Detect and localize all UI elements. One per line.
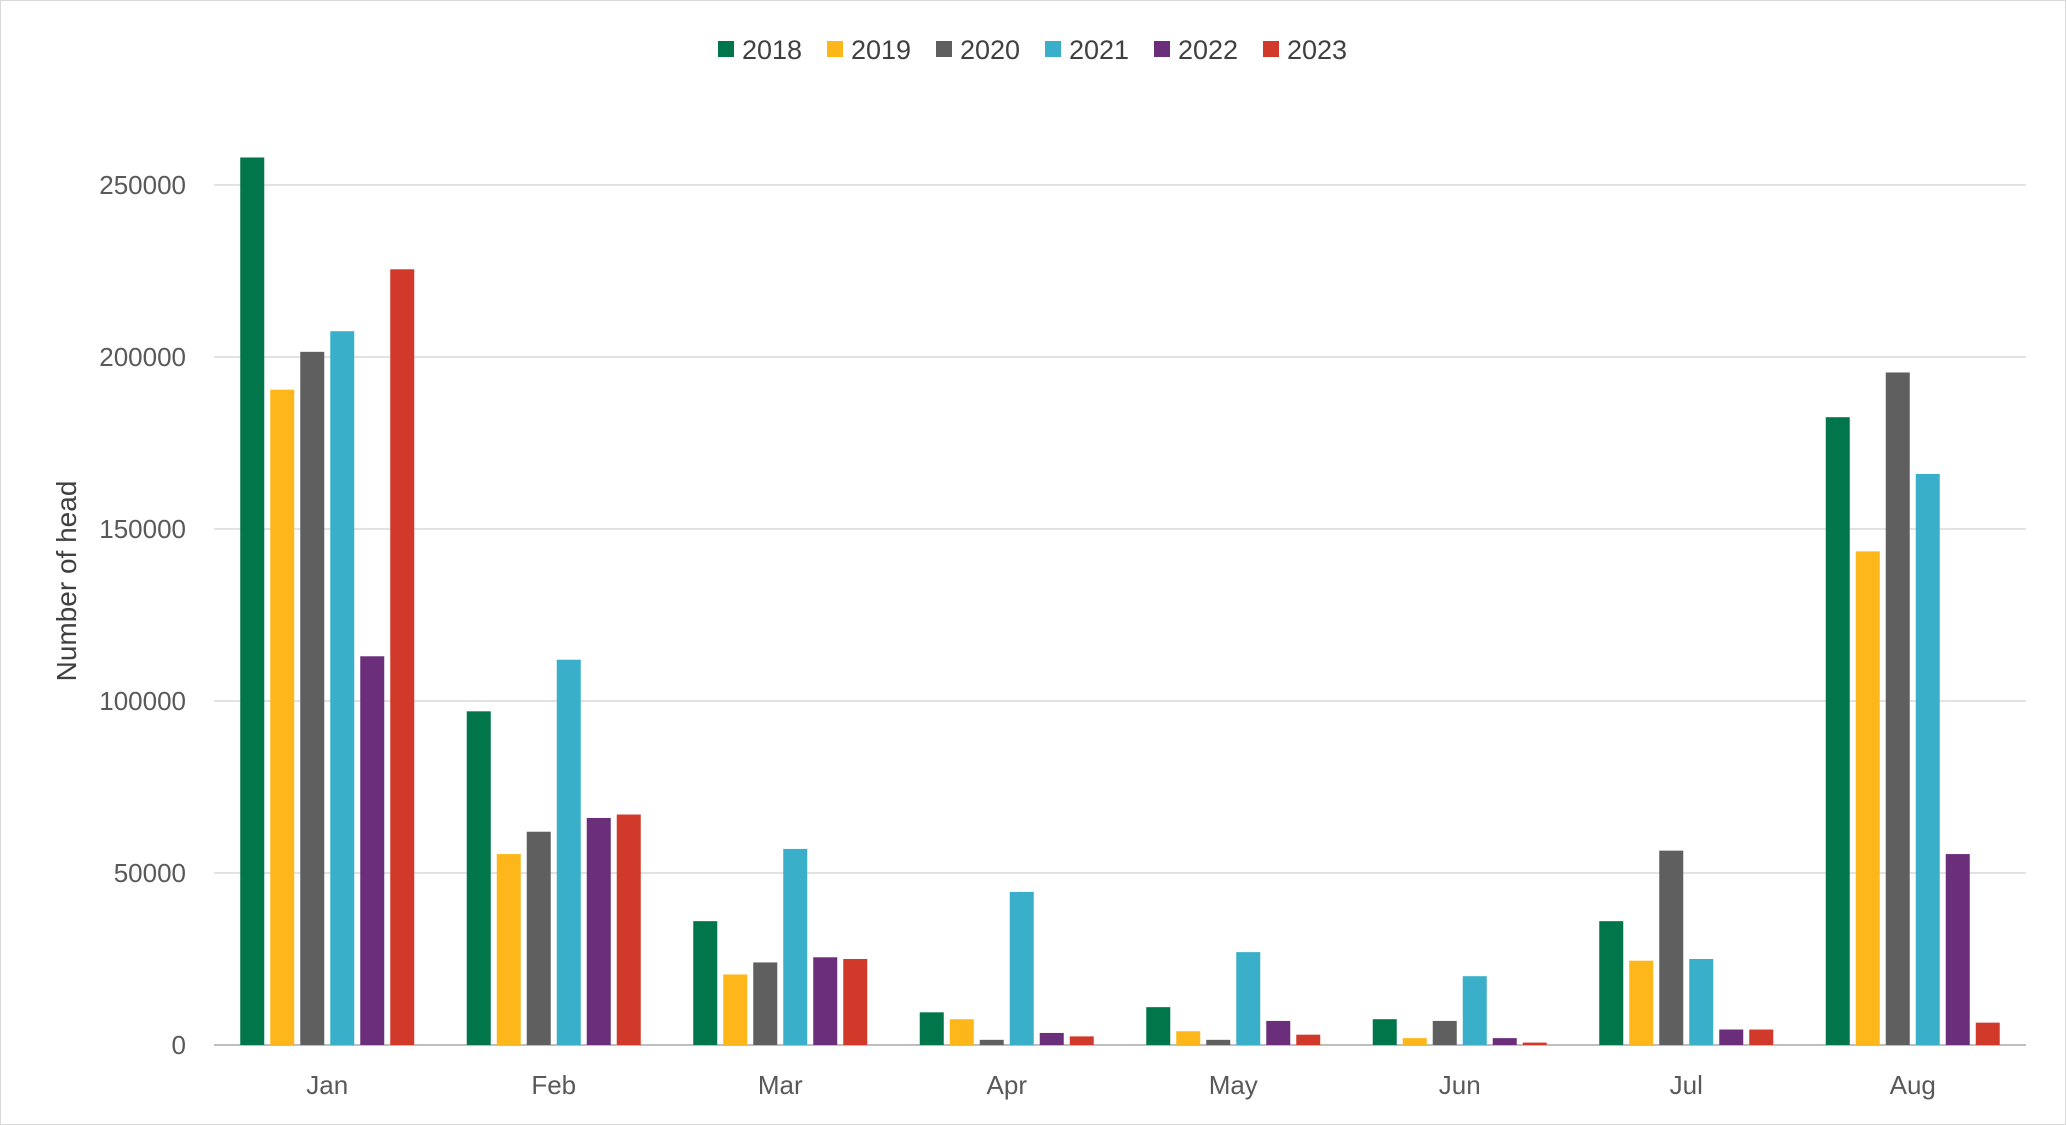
bar-2023-jul	[1749, 1029, 1774, 1045]
bar-2018-mar	[693, 921, 718, 1045]
bar-2019-apr	[949, 1019, 974, 1045]
bars	[240, 157, 2000, 1046]
bar-2022-jan	[360, 656, 385, 1045]
x-tick-label: Feb	[531, 1070, 576, 1100]
bar-2021-mar	[783, 848, 808, 1045]
bar-2021-feb	[556, 659, 581, 1045]
x-tick-label: Mar	[758, 1070, 803, 1100]
bar-2019-jun	[1402, 1038, 1427, 1045]
bar-2021-jan	[330, 331, 355, 1045]
bar-2019-jul	[1629, 960, 1654, 1045]
legend-swatch	[718, 41, 734, 57]
x-tick-label: Jun	[1439, 1070, 1481, 1100]
x-tick-label: Jan	[306, 1070, 348, 1100]
bar-2021-jul	[1689, 959, 1714, 1045]
bar-2018-aug	[1825, 417, 1850, 1045]
bar-2020-jul	[1659, 850, 1684, 1045]
bar-2022-aug	[1945, 854, 1970, 1045]
x-tick-label: May	[1209, 1070, 1258, 1100]
bar-2019-mar	[723, 974, 748, 1045]
y-tick-label: 200000	[99, 342, 186, 372]
bar-2022-feb	[586, 817, 611, 1045]
legend-label: 2020	[960, 35, 1020, 65]
bar-2018-jan	[240, 157, 265, 1046]
bar-2020-feb	[526, 831, 551, 1045]
legend-swatch	[936, 41, 952, 57]
legend-label: 2018	[742, 35, 802, 65]
legend-label: 2021	[1069, 35, 1129, 65]
legend-swatch	[1045, 41, 1061, 57]
bar-2023-mar	[843, 959, 868, 1045]
bar-2022-jul	[1719, 1029, 1744, 1045]
y-tick-label: 100000	[99, 686, 186, 716]
bar-2019-feb	[496, 854, 521, 1045]
legend-swatch	[1263, 41, 1279, 57]
x-tick-label: Jul	[1670, 1070, 1703, 1100]
bar-2022-mar	[813, 957, 838, 1045]
bar-2020-jan	[300, 351, 325, 1046]
bar-2021-apr	[1009, 891, 1034, 1045]
bar-2018-jul	[1599, 921, 1624, 1045]
legend-item-2021: 2021	[1045, 35, 1129, 65]
x-tick-label: Apr	[987, 1070, 1028, 1100]
bar-2023-jun	[1522, 1042, 1547, 1045]
y-axis-ticks: 0 50000 100000 150000 200000 250000	[99, 170, 186, 1060]
legend-label: 2019	[851, 35, 911, 65]
y-tick-label: 150000	[99, 514, 186, 544]
legend-swatch	[1154, 41, 1170, 57]
bar-2018-may	[1146, 1007, 1171, 1045]
y-tick-label: 0	[172, 1030, 186, 1060]
x-axis-ticks: Jan Feb Mar Apr May Jun Jul Aug	[306, 1070, 1936, 1100]
bar-2019-jan	[270, 389, 295, 1045]
bar-2020-mar	[753, 962, 778, 1045]
legend-label: 2022	[1178, 35, 1238, 65]
bar-2021-may	[1236, 952, 1261, 1045]
bar-2019-aug	[1855, 551, 1880, 1045]
legend-swatch	[827, 41, 843, 57]
legend-item-2018: 2018	[718, 35, 802, 65]
bar-2020-jun	[1432, 1020, 1457, 1045]
bar-2021-aug	[1915, 473, 1940, 1046]
legend-item-2019: 2019	[827, 35, 911, 65]
y-tick-label: 50000	[114, 858, 186, 888]
bar-2018-jun	[1372, 1019, 1397, 1045]
bar-2023-aug	[1975, 1022, 2000, 1045]
bar-2023-feb	[616, 814, 641, 1045]
bar-2023-may	[1296, 1034, 1321, 1045]
legend: 2018 2019 2020 2021 2022 2023	[718, 35, 1347, 65]
bar-2020-may	[1206, 1039, 1231, 1045]
bar-2018-feb	[466, 711, 491, 1045]
x-tick-label: Aug	[1890, 1070, 1936, 1100]
legend-item-2023: 2023	[1263, 35, 1347, 65]
legend-item-2022: 2022	[1154, 35, 1238, 65]
legend-item-2020: 2020	[936, 35, 1020, 65]
bar-2020-apr	[979, 1039, 1004, 1045]
bar-2023-apr	[1069, 1036, 1094, 1045]
legend-label: 2023	[1287, 35, 1347, 65]
bar-2022-may	[1266, 1020, 1291, 1045]
bar-2021-jun	[1462, 976, 1487, 1045]
bar-2023-jan	[390, 269, 415, 1045]
bar-2022-apr	[1039, 1032, 1064, 1045]
bar-2022-jun	[1492, 1038, 1517, 1045]
bar-2019-may	[1176, 1031, 1201, 1045]
bar-2018-apr	[919, 1012, 944, 1045]
bar-2020-aug	[1885, 372, 1910, 1046]
y-tick-label: 250000	[99, 170, 186, 200]
y-axis-title: Number of head	[51, 481, 82, 682]
